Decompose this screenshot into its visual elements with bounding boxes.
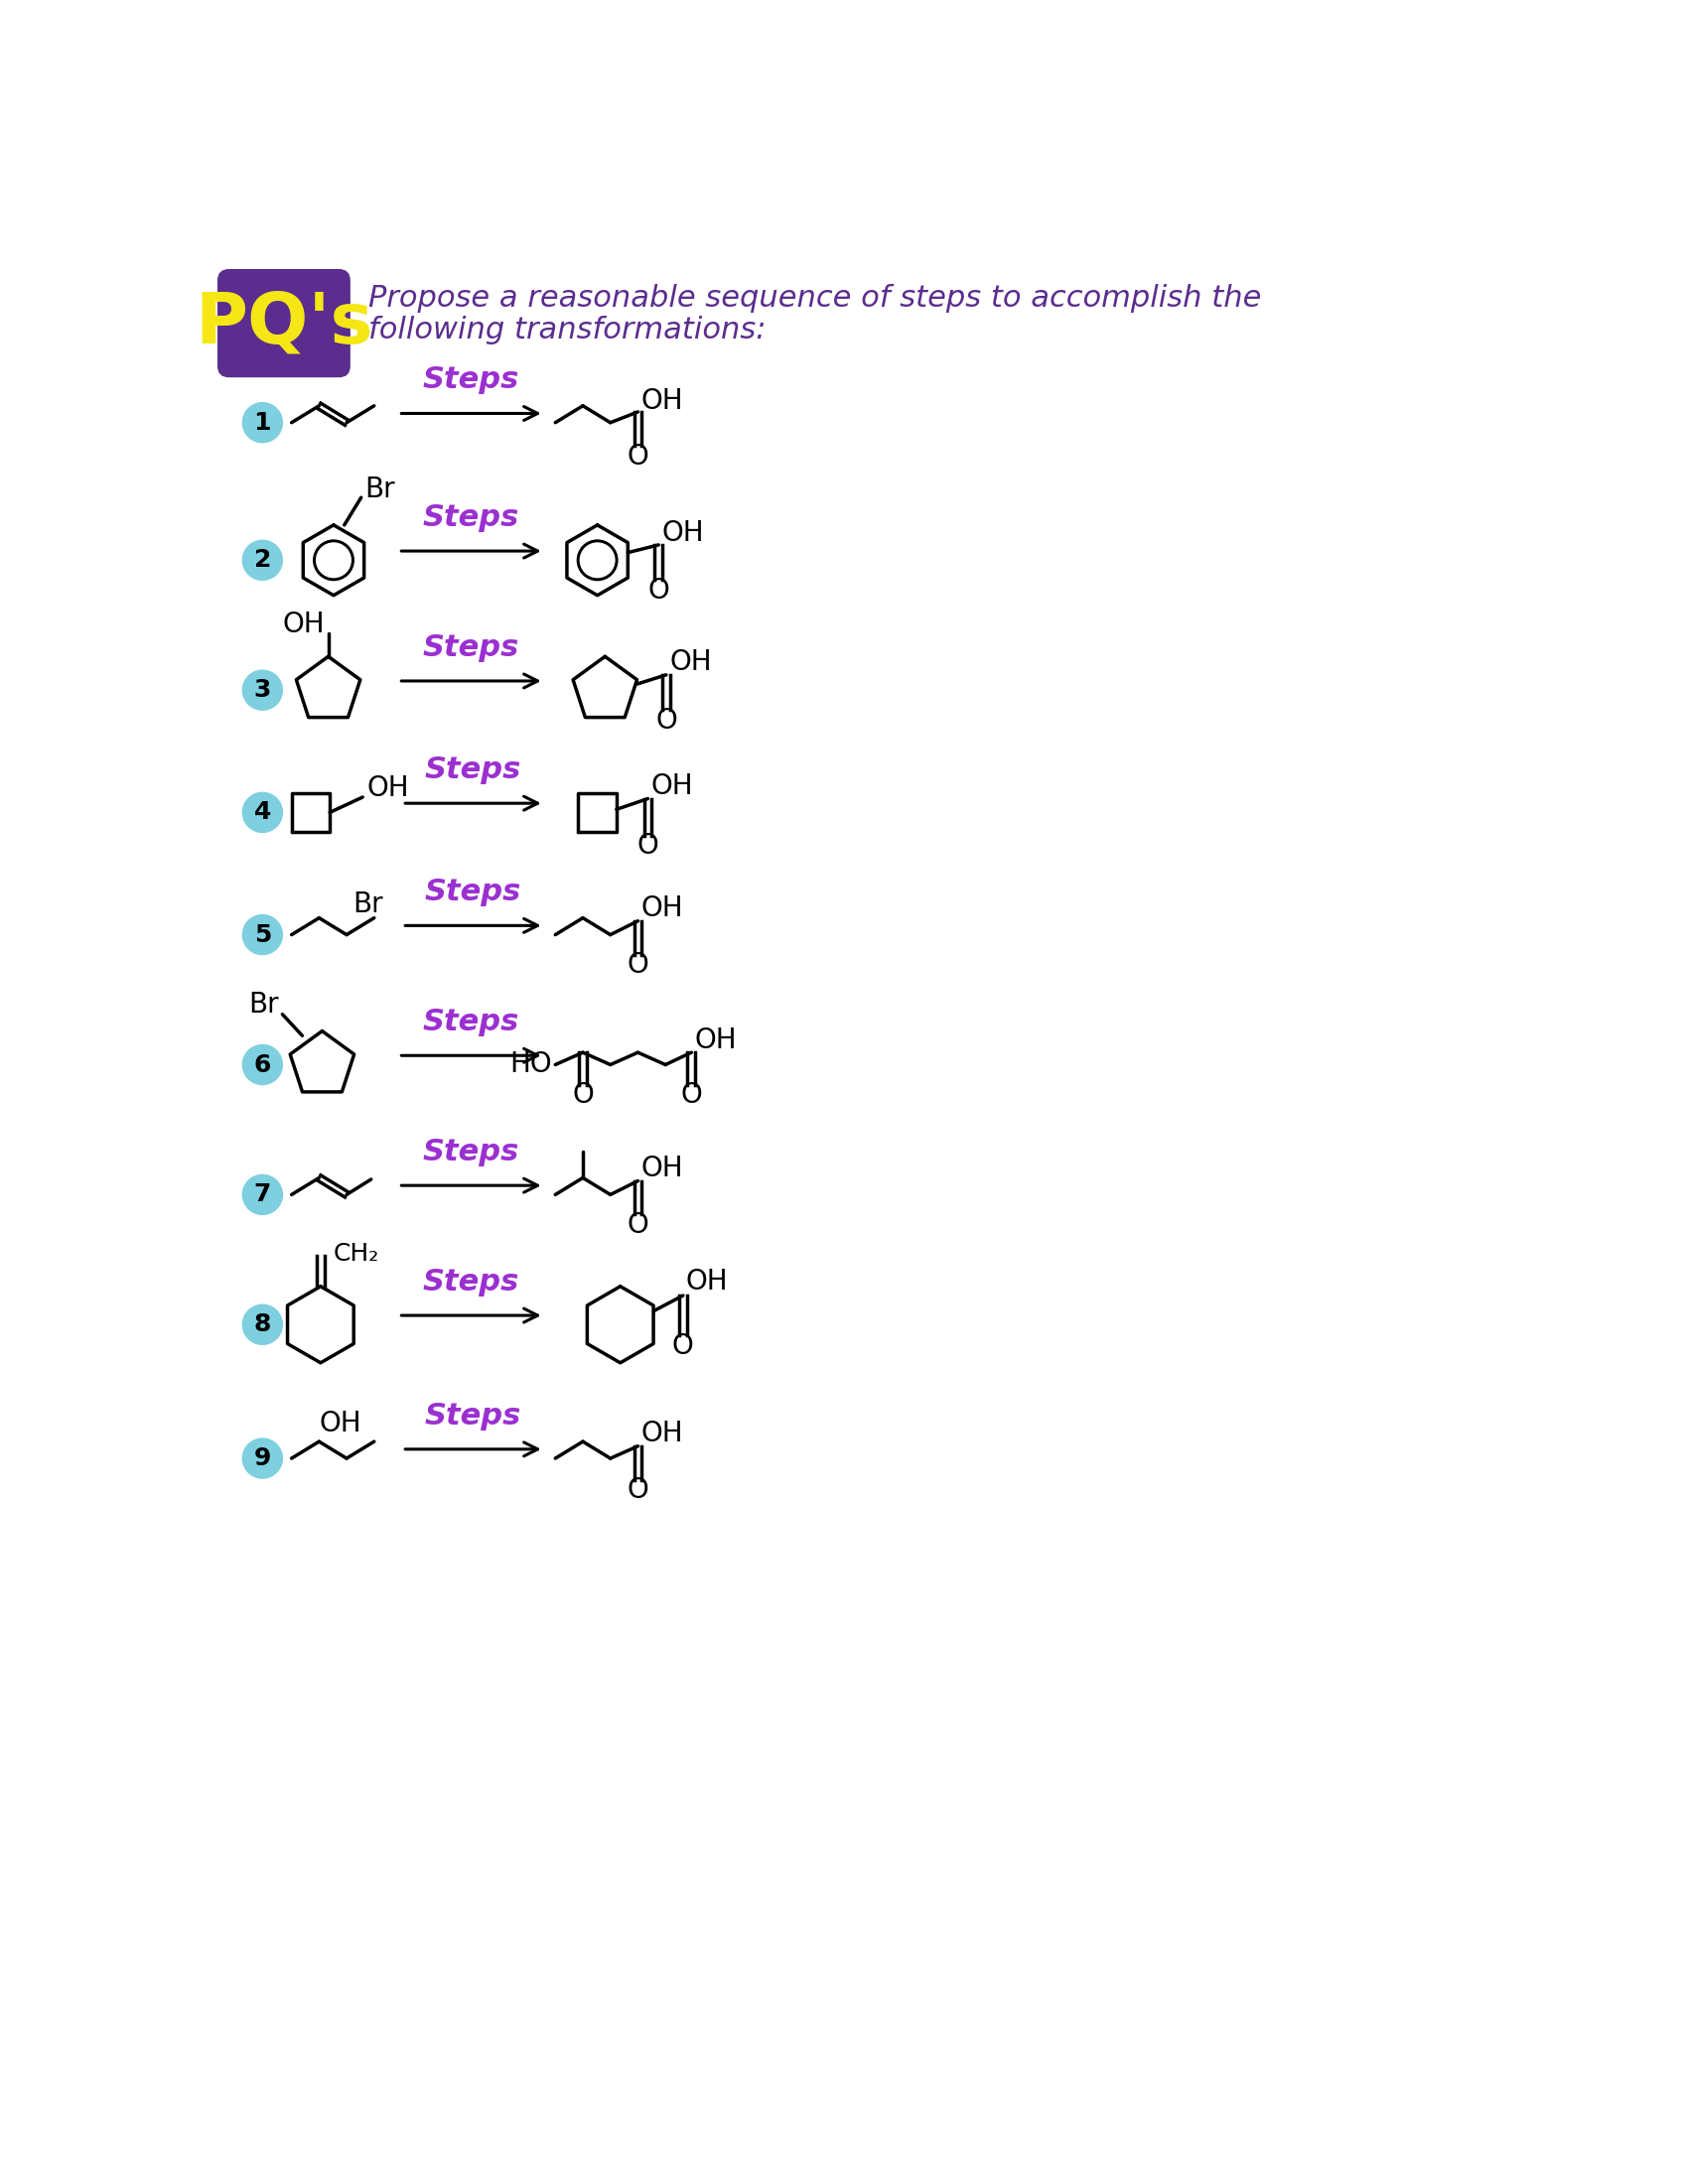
Text: OH: OH — [641, 387, 683, 415]
Text: Br: Br — [364, 476, 395, 505]
Text: 5: 5 — [253, 924, 271, 946]
Text: O: O — [627, 1476, 649, 1505]
Text: PQ's: PQ's — [194, 288, 373, 358]
FancyBboxPatch shape — [217, 271, 349, 376]
Text: HO: HO — [509, 1051, 551, 1079]
Text: OH: OH — [366, 773, 408, 802]
Text: O: O — [637, 832, 658, 860]
Text: OH: OH — [686, 1269, 728, 1295]
Text: Steps: Steps — [425, 756, 521, 784]
Circle shape — [243, 915, 282, 954]
Text: 8: 8 — [253, 1313, 271, 1337]
Text: 9: 9 — [253, 1446, 271, 1470]
Text: Steps: Steps — [423, 502, 519, 533]
Text: Steps: Steps — [423, 1007, 519, 1037]
Text: 1: 1 — [253, 411, 271, 435]
Text: OH: OH — [695, 1026, 737, 1055]
Text: O: O — [627, 1212, 649, 1238]
Text: O: O — [647, 577, 669, 605]
Text: Steps: Steps — [423, 1267, 519, 1297]
Text: O: O — [627, 952, 649, 978]
Circle shape — [243, 539, 282, 581]
Text: 3: 3 — [253, 679, 271, 701]
Text: OH: OH — [283, 612, 325, 638]
Text: O: O — [654, 708, 676, 734]
Text: 7: 7 — [253, 1184, 271, 1206]
Circle shape — [243, 670, 282, 710]
Text: OH: OH — [319, 1409, 361, 1437]
Circle shape — [243, 1304, 282, 1345]
Circle shape — [243, 1044, 282, 1085]
Text: O: O — [572, 1081, 593, 1109]
Text: OH: OH — [669, 649, 711, 677]
Text: OH: OH — [651, 773, 693, 799]
Text: OH: OH — [641, 895, 683, 922]
Text: Br: Br — [352, 891, 383, 917]
Text: Propose a reasonable sequence of steps to accomplish the: Propose a reasonable sequence of steps t… — [368, 284, 1259, 312]
Text: following transformations:: following transformations: — [368, 314, 765, 345]
Text: Steps: Steps — [425, 1402, 521, 1431]
Circle shape — [243, 1175, 282, 1214]
Text: OH: OH — [661, 520, 703, 546]
Text: 2: 2 — [253, 548, 271, 572]
Text: 6: 6 — [253, 1053, 271, 1077]
Text: CH₂: CH₂ — [332, 1243, 379, 1267]
Text: O: O — [671, 1332, 693, 1361]
Text: Br: Br — [250, 992, 280, 1020]
Text: Steps: Steps — [423, 365, 519, 395]
Text: OH: OH — [641, 1155, 683, 1182]
Text: O: O — [627, 443, 649, 470]
Text: Steps: Steps — [423, 1138, 519, 1166]
Text: Steps: Steps — [423, 633, 519, 662]
Text: OH: OH — [641, 1420, 683, 1448]
Circle shape — [243, 402, 282, 443]
Circle shape — [243, 1439, 282, 1479]
Text: O: O — [679, 1081, 701, 1109]
Circle shape — [243, 793, 282, 832]
Text: 4: 4 — [253, 802, 271, 823]
Text: Steps: Steps — [425, 878, 521, 906]
